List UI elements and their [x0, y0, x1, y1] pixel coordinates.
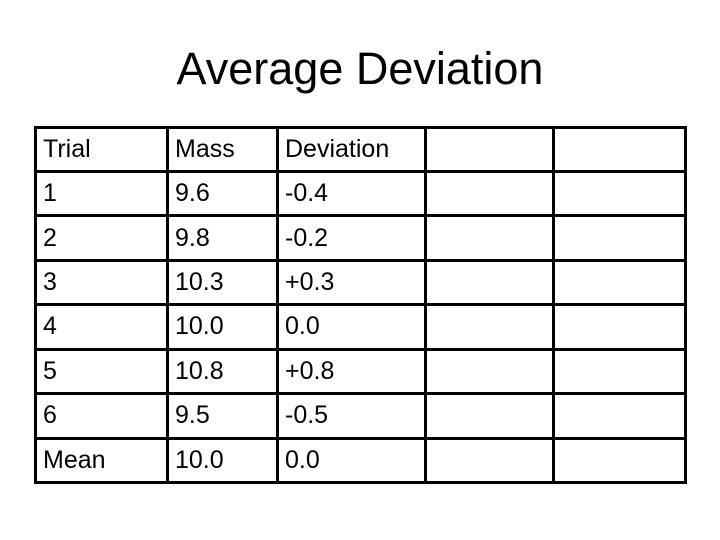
table-cell-trial: 4 [34, 303, 169, 351]
table-cell-deviation: -0.5 [276, 392, 427, 440]
table-cell-trial: 2 [34, 214, 169, 262]
table-row: 1 9.6 -0.4 [34, 169, 687, 218]
column-header-deviation: Deviation [276, 126, 427, 173]
table-row: 3 10.3 +0.3 [34, 258, 687, 307]
table-cell-blank-2 [552, 392, 687, 440]
table-cell-blank-1 [424, 258, 555, 307]
table-row: 4 10.0 0.0 [34, 303, 687, 351]
table-cell-deviation: -0.4 [276, 169, 427, 218]
data-table: Trial Mass Deviation 1 9.6 -0.4 2 9.8 -0… [34, 126, 687, 485]
table-cell-blank-2 [552, 169, 687, 218]
table-cell-deviation: 0.0 [276, 436, 427, 485]
table-cell-blank-2 [552, 214, 687, 262]
table-cell-blank-2 [552, 347, 687, 396]
table-cell-mass: 9.6 [166, 169, 279, 218]
table-cell-mass: 10.8 [166, 347, 279, 396]
table-cell-trial: 1 [34, 169, 169, 218]
table-cell-blank-2 [552, 303, 687, 351]
table-cell-mass: 9.8 [166, 214, 279, 262]
table-row: 6 9.5 -0.5 [34, 392, 687, 440]
table-row: 5 10.8 +0.8 [34, 347, 687, 396]
table-cell-deviation: +0.8 [276, 347, 427, 396]
column-header-mass: Mass [166, 126, 279, 173]
table-cell-mass: 10.0 [166, 436, 279, 485]
table-cell-trial: 3 [34, 258, 169, 307]
slide-title: Average Deviation [176, 43, 544, 94]
table-row-mean: Mean 10.0 0.0 [34, 436, 687, 485]
table-cell-trial: 6 [34, 392, 169, 440]
table-cell-mass: 10.0 [166, 303, 279, 351]
table-header-row: Trial Mass Deviation [34, 126, 687, 173]
table-cell-blank-1 [424, 169, 555, 218]
column-header-blank-2 [552, 126, 687, 173]
table-cell-blank-1 [424, 436, 555, 485]
column-header-blank-1 [424, 126, 555, 173]
table-cell-blank-1 [424, 303, 555, 351]
table-row: 2 9.8 -0.2 [34, 214, 687, 262]
table-cell-deviation: 0.0 [276, 303, 427, 351]
table-cell-trial: Mean [34, 436, 169, 485]
table-cell-blank-1 [424, 347, 555, 396]
table-cell-deviation: -0.2 [276, 214, 427, 262]
table-cell-mass: 10.3 [166, 258, 279, 307]
column-header-trial: Trial [34, 126, 169, 173]
table-cell-blank-2 [552, 258, 687, 307]
table-cell-trial: 5 [34, 347, 169, 396]
table-cell-blank-1 [424, 392, 555, 440]
table-cell-mass: 9.5 [166, 392, 279, 440]
table-cell-blank-2 [552, 436, 687, 485]
table-cell-blank-1 [424, 214, 555, 262]
table-cell-deviation: +0.3 [276, 258, 427, 307]
